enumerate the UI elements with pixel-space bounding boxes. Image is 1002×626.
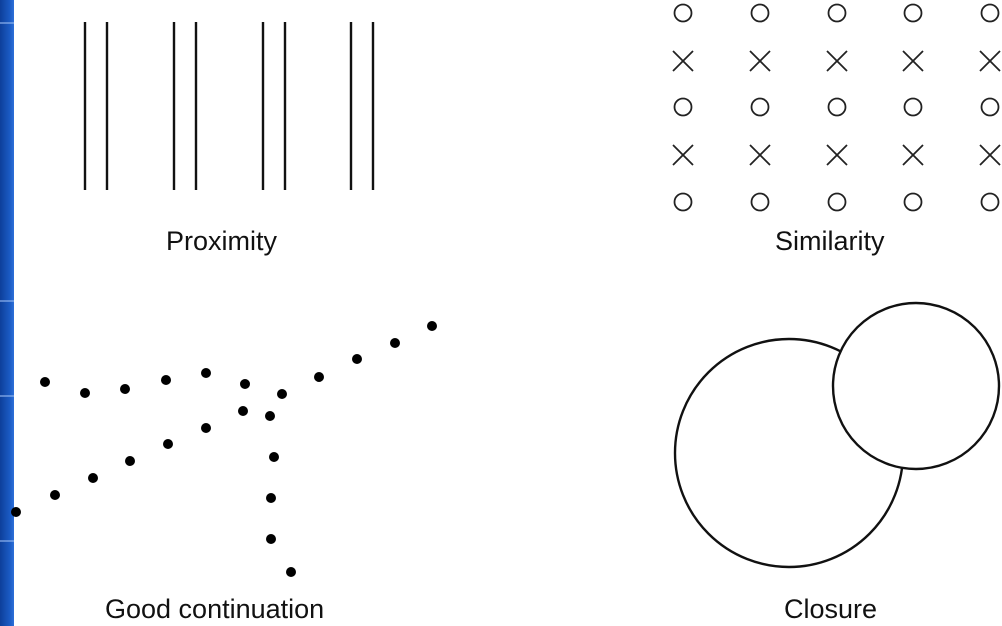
similarity-caption: Similarity bbox=[775, 226, 885, 256]
continuation-dot bbox=[266, 534, 276, 544]
continuation-dot bbox=[266, 493, 276, 503]
continuation-dot bbox=[427, 321, 437, 331]
proximity-caption: Proximity bbox=[166, 226, 278, 256]
continuation-dot bbox=[125, 456, 135, 466]
similarity-circle-mark bbox=[980, 97, 1000, 117]
similarity-circle-mark bbox=[903, 3, 923, 23]
continuation-dot bbox=[269, 452, 279, 462]
similarity-circle-mark bbox=[750, 3, 770, 23]
slide-edge-stripe bbox=[0, 300, 14, 302]
continuation-dot bbox=[314, 372, 324, 382]
similarity-cross-mark bbox=[979, 144, 1001, 166]
continuation-dot bbox=[161, 375, 171, 385]
similarity-circle-mark bbox=[750, 97, 770, 117]
similarity-cross-mark bbox=[979, 50, 1001, 72]
continuation-dot bbox=[120, 384, 130, 394]
slide-edge-stripe bbox=[0, 22, 14, 24]
continuation-dot bbox=[11, 507, 21, 517]
similarity-cross-mark bbox=[902, 50, 924, 72]
continuation-dot bbox=[201, 368, 211, 378]
similarity-circle-mark bbox=[903, 97, 923, 117]
continuation-dot bbox=[88, 473, 98, 483]
continuation-dot bbox=[201, 423, 211, 433]
continuation-dot bbox=[277, 389, 287, 399]
closure-caption: Closure bbox=[784, 594, 878, 624]
similarity-circle-mark bbox=[827, 192, 847, 212]
similarity-circle-mark bbox=[673, 97, 693, 117]
similarity-figure bbox=[672, 3, 1001, 212]
similarity-circle-mark bbox=[673, 192, 693, 212]
continuation-dot bbox=[240, 379, 250, 389]
continuation-dot bbox=[80, 388, 90, 398]
good-continuation-caption: Good continuation bbox=[105, 594, 325, 624]
closure-figure bbox=[673, 301, 1001, 569]
continuation-dot bbox=[163, 439, 173, 449]
similarity-circle-mark bbox=[980, 3, 1000, 23]
slide-edge bbox=[0, 0, 14, 626]
slide-edge-stripe bbox=[0, 540, 14, 542]
similarity-cross-mark bbox=[826, 50, 848, 72]
continuation-dot bbox=[390, 338, 400, 348]
similarity-circle-mark bbox=[673, 3, 693, 23]
similarity-cross-mark bbox=[826, 144, 848, 166]
continuation-dot bbox=[238, 406, 248, 416]
similarity-circle-mark bbox=[980, 192, 1000, 212]
continuation-dot bbox=[265, 411, 275, 421]
continuation-dot bbox=[352, 354, 362, 364]
good-continuation-figure bbox=[11, 321, 437, 577]
similarity-circle-mark bbox=[750, 192, 770, 212]
similarity-cross-mark bbox=[672, 50, 694, 72]
continuation-dot bbox=[40, 377, 50, 387]
slide-edge-stripe bbox=[0, 395, 14, 397]
continuation-dot bbox=[286, 567, 296, 577]
similarity-circle-mark bbox=[903, 192, 923, 212]
similarity-circle-mark bbox=[827, 97, 847, 117]
proximity-figure bbox=[83, 22, 375, 190]
continuation-dot bbox=[50, 490, 60, 500]
similarity-circle-mark bbox=[827, 3, 847, 23]
closure-small-circle bbox=[831, 301, 1001, 471]
similarity-cross-mark bbox=[749, 144, 771, 166]
similarity-cross-mark bbox=[672, 144, 694, 166]
similarity-cross-mark bbox=[902, 144, 924, 166]
similarity-cross-mark bbox=[749, 50, 771, 72]
